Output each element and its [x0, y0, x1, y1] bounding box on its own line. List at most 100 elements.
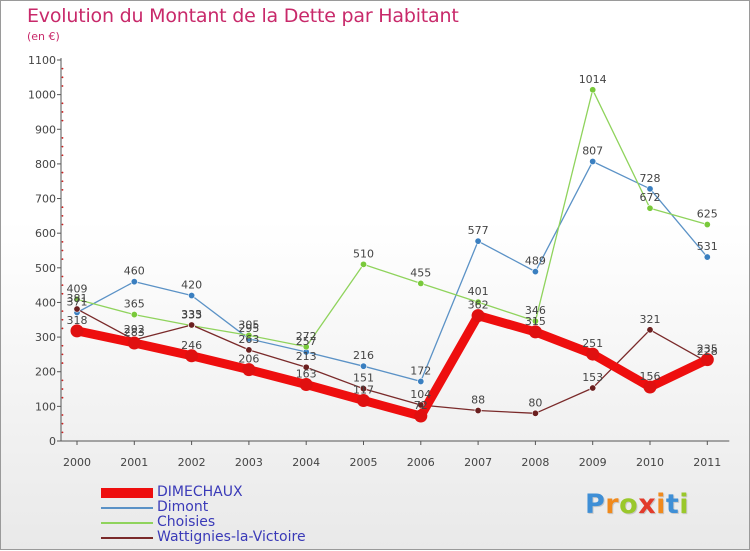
- x-tick-label: 2008: [521, 456, 549, 469]
- data-label: 371: [67, 295, 88, 308]
- chart-title: Evolution du Montant de la Dette par Hab…: [27, 5, 459, 27]
- x-tick-label: 2004: [292, 456, 320, 469]
- data-label: 251: [582, 337, 603, 350]
- data-point: [531, 409, 539, 417]
- y-minor-tick: [61, 214, 64, 217]
- y-minor-tick: [61, 249, 64, 252]
- data-point: [245, 331, 253, 339]
- data-point: [531, 268, 539, 276]
- y-tick-label: 900: [35, 123, 56, 136]
- data-point: [417, 279, 425, 287]
- data-label: 333: [181, 309, 202, 322]
- y-minor-tick: [61, 188, 64, 191]
- data-label: 228: [697, 345, 718, 358]
- y-minor-tick: [61, 431, 64, 434]
- legend-swatch: [101, 521, 153, 524]
- data-point: [245, 346, 253, 354]
- data-label: 489: [525, 255, 546, 268]
- y-minor-tick: [61, 284, 64, 287]
- y-minor-tick: [61, 362, 64, 364]
- y-minor-tick: [61, 76, 64, 79]
- data-label: 246: [181, 339, 202, 352]
- series-line-Choisies: [76, 89, 708, 348]
- data-point: [185, 349, 199, 363]
- y-minor-tick: [61, 414, 64, 416]
- logo-letter: r: [605, 489, 620, 520]
- data-point: [589, 157, 597, 165]
- data-point: [359, 385, 367, 393]
- data-point: [302, 343, 310, 351]
- data-label: 335: [181, 308, 202, 321]
- y-minor-tick: [61, 119, 64, 122]
- data-point: [188, 321, 196, 329]
- data-point: [73, 295, 81, 303]
- y-minor-tick: [61, 422, 64, 425]
- y-tick-label: 1000: [28, 89, 56, 102]
- data-point: [474, 298, 482, 306]
- data-label: 206: [238, 353, 259, 366]
- y-minor-tick: [61, 67, 64, 70]
- x-tick-label: 2006: [407, 456, 435, 469]
- y-minor-tick: [61, 353, 64, 356]
- y-minor-tick: [61, 111, 64, 113]
- legend-item: Wattignies-la-Victoire: [101, 530, 306, 545]
- data-point: [474, 237, 482, 245]
- data-label: 346: [525, 304, 546, 317]
- data-point: [474, 407, 482, 415]
- data-label: 455: [410, 266, 431, 279]
- data-point: [414, 409, 428, 423]
- y-minor-tick: [61, 318, 64, 321]
- data-label: 365: [124, 298, 145, 311]
- data-label: 172: [410, 364, 431, 377]
- y-tick-label: 100: [35, 400, 56, 413]
- data-point: [127, 336, 141, 350]
- x-tick-label: 2002: [178, 456, 206, 469]
- data-label: 88: [471, 394, 485, 407]
- data-label: 381: [67, 292, 88, 305]
- logo-letter: i: [679, 489, 690, 520]
- y-minor-tick: [61, 396, 64, 399]
- data-point: [359, 362, 367, 370]
- data-label: 420: [181, 279, 202, 292]
- data-label: 807: [582, 144, 603, 157]
- data-point: [646, 204, 654, 212]
- data-point: [471, 309, 485, 323]
- logo-letter: t: [665, 489, 680, 520]
- data-point: [586, 347, 600, 361]
- data-label: 672: [640, 191, 661, 204]
- data-label: 151: [353, 372, 374, 385]
- data-label: 283: [124, 326, 145, 339]
- data-label: 728: [640, 172, 661, 185]
- data-label: 409: [67, 282, 88, 295]
- legend-swatch: [101, 536, 153, 539]
- data-label: 460: [124, 265, 145, 278]
- data-label: 80: [528, 396, 542, 409]
- data-label: 1014: [579, 73, 607, 86]
- y-tick-label: 500: [35, 262, 56, 275]
- data-point: [703, 253, 711, 261]
- data-point: [417, 401, 425, 409]
- y-tick-label: 0: [49, 435, 56, 448]
- x-tick-label: 2010: [636, 456, 664, 469]
- x-tick-label: 2011: [693, 456, 721, 469]
- legend-label: Choisies: [157, 514, 216, 530]
- data-label: 292: [124, 323, 145, 336]
- logo-letter: o: [619, 489, 639, 520]
- x-tick-label: 2007: [464, 456, 492, 469]
- legend-item: DIMECHAUX: [101, 485, 306, 500]
- y-minor-tick: [61, 388, 64, 390]
- y-minor-tick: [61, 275, 64, 278]
- x-tick-label: 2001: [120, 456, 148, 469]
- y-minor-tick: [61, 137, 64, 139]
- data-label: 156: [640, 370, 661, 383]
- data-label: 362: [468, 299, 489, 312]
- data-label: 272: [296, 330, 317, 343]
- data-label: 213: [296, 350, 317, 363]
- data-point: [703, 221, 711, 229]
- y-tick-label: 1100: [28, 54, 56, 67]
- data-point: [646, 185, 654, 193]
- data-label: 163: [296, 368, 317, 381]
- logo-letter: i: [656, 489, 666, 520]
- data-point: [589, 384, 597, 392]
